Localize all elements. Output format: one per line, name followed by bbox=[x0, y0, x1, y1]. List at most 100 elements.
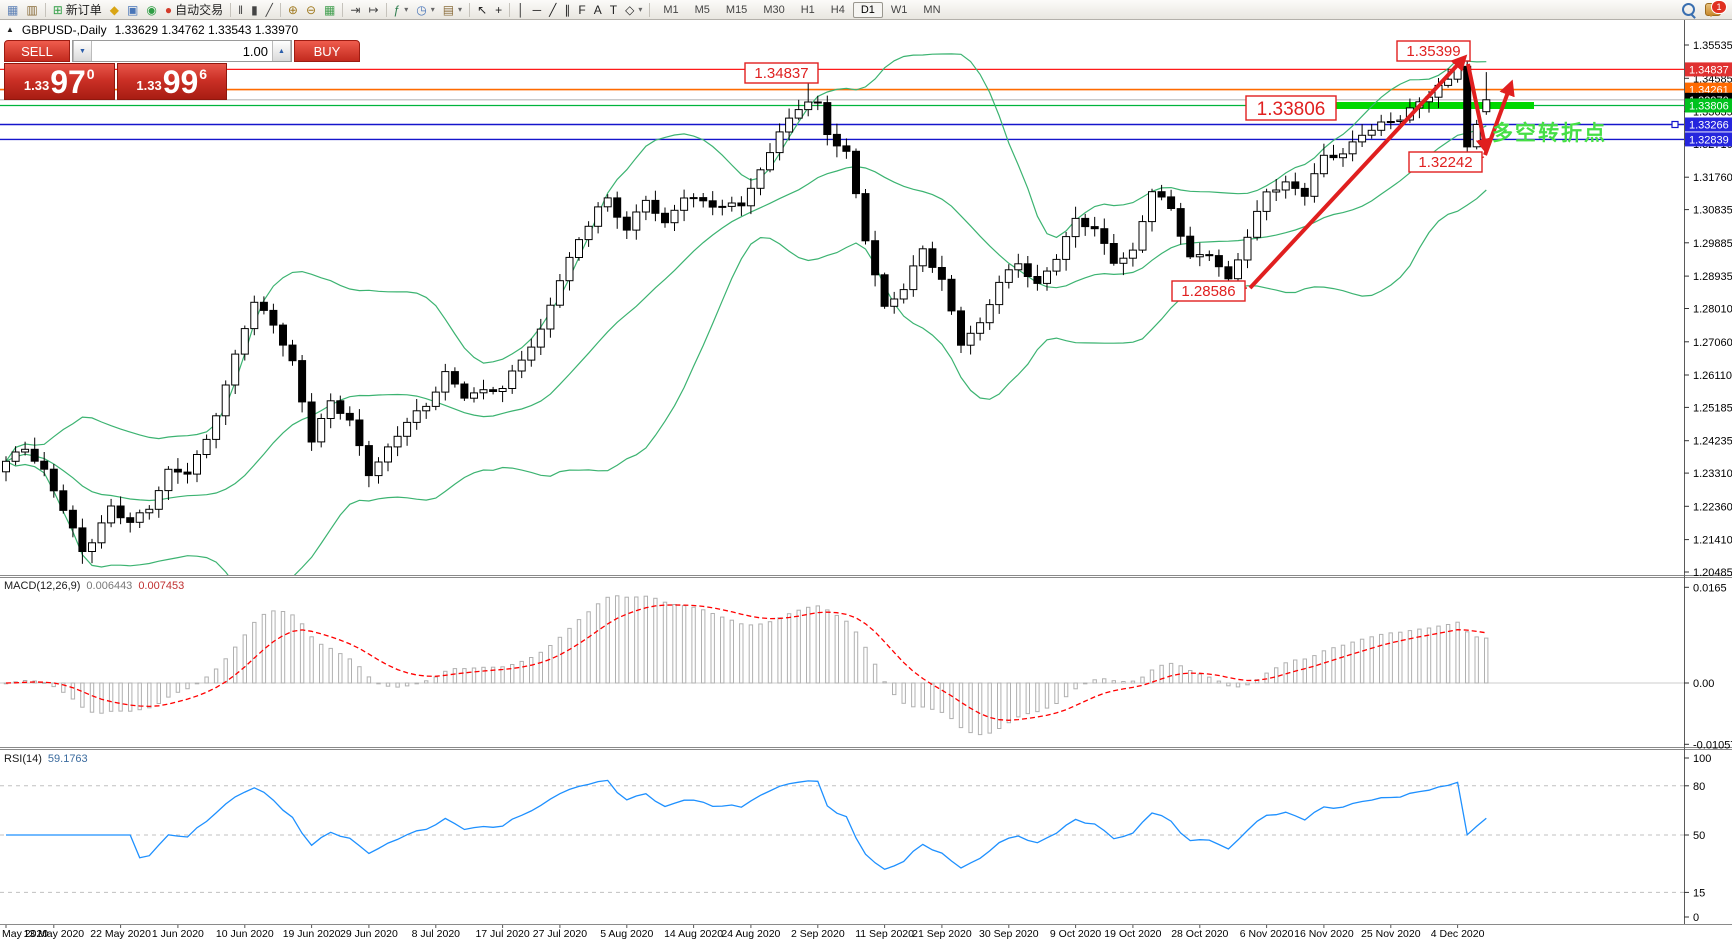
timeframe-m15[interactable]: M15 bbox=[725, 3, 748, 16]
periods-icon[interactable]: ◷ ▾ bbox=[412, 1, 439, 19]
volume-decrease-button[interactable]: ▼ bbox=[73, 41, 92, 61]
svg-text:1.21410: 1.21410 bbox=[1693, 535, 1732, 547]
terminal-icon[interactable]: ▣ bbox=[123, 1, 142, 19]
buy-price-sup: 6 bbox=[199, 66, 208, 82]
cursor-icon[interactable]: ↖ bbox=[473, 1, 491, 19]
line-chart-mode-icon[interactable]: ╱ bbox=[262, 1, 277, 19]
timeframe-h4[interactable]: H4 bbox=[830, 3, 845, 16]
search-icon[interactable] bbox=[1682, 3, 1695, 16]
fibonacci-icon: F bbox=[578, 2, 586, 17]
timeframe-m30[interactable]: M30 bbox=[763, 3, 785, 16]
svg-text:May 2020: May 2020 bbox=[2, 928, 48, 940]
sell-price-sup: 0 bbox=[86, 66, 95, 82]
crosshair-icon: + bbox=[495, 2, 503, 17]
autotrading-button[interactable]: ● 自动交易 bbox=[161, 1, 227, 19]
svg-text:1.35399: 1.35399 bbox=[1406, 43, 1460, 60]
signals-icon: ◉ bbox=[146, 2, 157, 17]
svg-text:11 Sep 2020: 11 Sep 2020 bbox=[855, 928, 914, 940]
svg-text:15: 15 bbox=[1693, 887, 1705, 899]
toolbar-separator bbox=[342, 2, 344, 17]
zoom-out-icon: ⊖ bbox=[305, 2, 317, 17]
svg-text:1.33806: 1.33806 bbox=[1689, 101, 1729, 113]
svg-text:27 Jul 2020: 27 Jul 2020 bbox=[533, 928, 587, 940]
indicators-icon[interactable]: ƒ ▾ bbox=[390, 1, 413, 19]
metaeditor-icon[interactable]: ◆ bbox=[106, 1, 123, 19]
svg-text:1.27060: 1.27060 bbox=[1693, 337, 1732, 349]
data-window-icon[interactable]: ▥ bbox=[22, 1, 41, 19]
vertical-line-icon[interactable]: │ bbox=[513, 1, 529, 19]
toolbar-separator bbox=[649, 2, 651, 17]
cursor-icon: ↖ bbox=[477, 2, 488, 17]
trendline-icon[interactable]: ╱ bbox=[545, 1, 560, 19]
buy-button[interactable]: BUY bbox=[294, 40, 360, 62]
svg-text:9 Oct 2020: 9 Oct 2020 bbox=[1050, 928, 1102, 940]
zoom-out-icon[interactable]: ⊖ bbox=[302, 1, 320, 19]
terminal-icon: ▣ bbox=[127, 2, 139, 17]
volume-input[interactable] bbox=[92, 41, 272, 61]
svg-text:24 Aug 2020: 24 Aug 2020 bbox=[721, 928, 780, 940]
zoom-in-icon[interactable]: ⊕ bbox=[284, 1, 302, 19]
svg-text:0: 0 bbox=[1693, 912, 1699, 924]
svg-text:19 Jun 2020: 19 Jun 2020 bbox=[283, 928, 341, 940]
svg-text:6 Nov 2020: 6 Nov 2020 bbox=[1240, 928, 1294, 940]
svg-text:1.24235: 1.24235 bbox=[1693, 436, 1732, 448]
auto-scroll-icon[interactable]: ⇥ bbox=[346, 1, 364, 19]
timeframe-h1[interactable]: H1 bbox=[800, 3, 815, 16]
candle-chart-mode-icon[interactable]: ▮ bbox=[247, 1, 262, 19]
svg-text:1.32242: 1.32242 bbox=[1418, 154, 1472, 171]
timeframe-m5[interactable]: M5 bbox=[694, 3, 710, 16]
svg-text:1.34837: 1.34837 bbox=[1689, 64, 1729, 76]
templates-icon: ▤ bbox=[442, 2, 455, 17]
sell-price[interactable]: 1.33 97 0 bbox=[4, 63, 115, 100]
svg-text:1.31760: 1.31760 bbox=[1693, 172, 1732, 184]
indicators-icon: ƒ bbox=[393, 2, 401, 17]
text-label-icon[interactable]: T bbox=[606, 1, 621, 19]
bar-chart-mode-icon[interactable]: ‖ bbox=[234, 1, 247, 19]
data-window-icon: ▥ bbox=[26, 2, 38, 17]
text-icon[interactable]: A bbox=[590, 1, 606, 19]
signals-icon[interactable]: ◉ bbox=[142, 1, 160, 19]
timeframe-d1[interactable]: D1 bbox=[852, 1, 883, 18]
new-order-button: ⊞ bbox=[52, 2, 63, 17]
svg-text:17 Jul 2020: 17 Jul 2020 bbox=[475, 928, 529, 940]
chart-shift-icon[interactable]: ↦ bbox=[364, 1, 382, 19]
toolbar-separator bbox=[509, 2, 511, 17]
svg-text:1.29885: 1.29885 bbox=[1693, 238, 1732, 250]
volume-increase-button[interactable]: ▲ bbox=[272, 41, 291, 61]
svg-text:2 Sep 2020: 2 Sep 2020 bbox=[791, 928, 845, 940]
timeframe-w1[interactable]: W1 bbox=[890, 3, 908, 16]
tile-windows-icon[interactable]: ▦ bbox=[320, 1, 339, 19]
sell-button[interactable]: SELL bbox=[4, 40, 70, 62]
chart-window-icon[interactable]: ▦ bbox=[3, 1, 22, 19]
notification-badge: 1 bbox=[1711, 0, 1727, 14]
buy-price-prefix: 1.33 bbox=[136, 78, 162, 93]
timeframe-m1[interactable]: M1 bbox=[663, 3, 679, 16]
price-axis[interactable]: 1.355351.345851.336351.327101.317601.308… bbox=[1684, 40, 1732, 579]
fibonacci-icon[interactable]: F bbox=[574, 1, 589, 19]
crosshair-icon[interactable]: + bbox=[491, 1, 506, 19]
line-chart-mode-icon: ╱ bbox=[265, 2, 273, 17]
price-level-lines[interactable] bbox=[0, 68, 1684, 141]
one-click-trading-panel: SELL ▼ ▲ BUY 1.33 97 0 1.33 99 6 bbox=[4, 40, 360, 100]
horizontal-line-icon[interactable]: ─ bbox=[529, 1, 546, 19]
hline-handle[interactable] bbox=[1671, 120, 1679, 129]
trend-arrows bbox=[1248, 54, 1515, 290]
toolbar-separator bbox=[230, 2, 232, 17]
svg-text:30 Sep 2020: 30 Sep 2020 bbox=[979, 928, 1039, 940]
chat-icon[interactable]: 1 bbox=[1705, 0, 1727, 17]
svg-text:10 Jun 2020: 10 Jun 2020 bbox=[216, 928, 274, 940]
buy-price[interactable]: 1.33 99 6 bbox=[116, 63, 227, 100]
arrows-icon[interactable]: ◇ ▾ bbox=[621, 1, 646, 19]
timeframe-mn[interactable]: MN bbox=[923, 3, 941, 16]
svg-text:1.22360: 1.22360 bbox=[1693, 501, 1732, 513]
templates-icon[interactable]: ▤ ▾ bbox=[439, 1, 466, 19]
macd-panel bbox=[0, 595, 1684, 736]
new-order-button[interactable]: ⊞ 新订单 bbox=[49, 1, 106, 19]
zoom-in-icon: ⊕ bbox=[287, 2, 298, 17]
svg-text:-0.010571: -0.010571 bbox=[1693, 739, 1732, 751]
price-callouts: 1.34837 1.35399 1.33806 1.32242 1.28586 bbox=[744, 40, 1485, 302]
channel-icon[interactable]: ∥ bbox=[560, 1, 574, 19]
svg-text:0.0165: 0.0165 bbox=[1693, 582, 1727, 594]
